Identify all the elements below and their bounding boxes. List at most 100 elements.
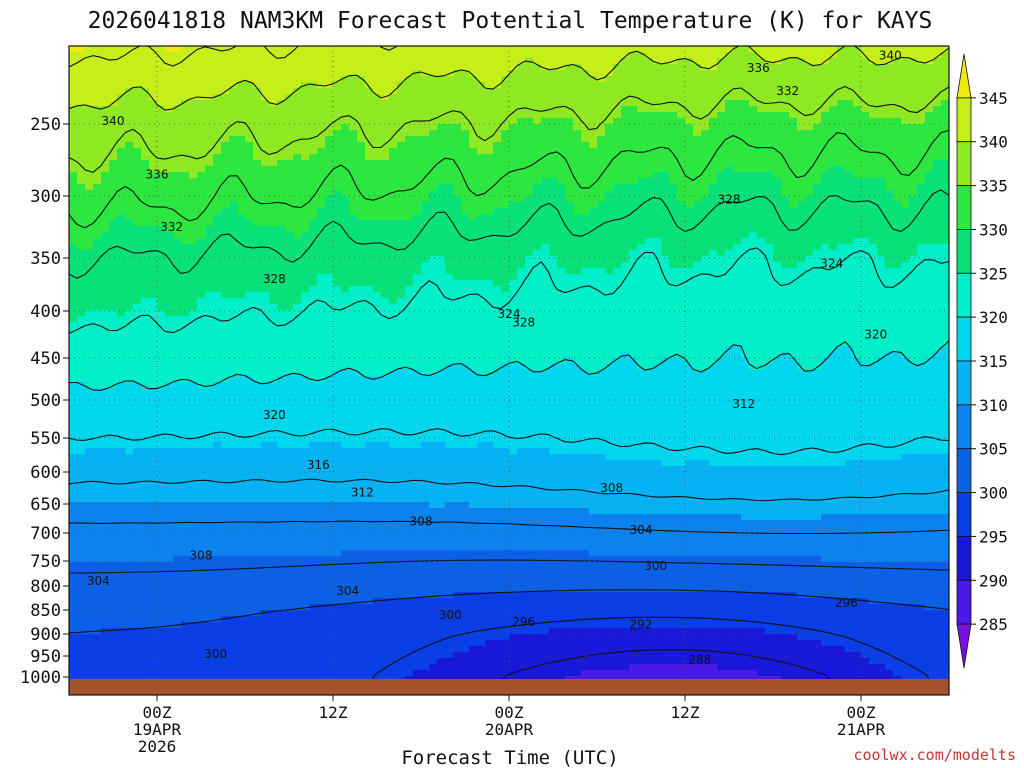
field-cell	[237, 670, 246, 677]
field-cell	[213, 508, 222, 515]
field-cell	[69, 376, 78, 383]
field-cell	[365, 484, 374, 491]
field-cell	[325, 448, 334, 455]
field-cell	[413, 70, 422, 77]
field-cell	[197, 574, 206, 581]
field-cell	[285, 262, 294, 269]
field-cell	[413, 358, 422, 365]
field-cell	[221, 118, 230, 125]
field-cell	[237, 304, 246, 311]
field-cell	[373, 394, 382, 401]
field-cell	[341, 292, 350, 299]
field-cell	[325, 604, 334, 611]
field-cell	[149, 64, 158, 71]
field-cell	[261, 286, 270, 293]
field-cell	[333, 484, 342, 491]
field-cell	[389, 442, 398, 449]
field-cell	[157, 364, 166, 371]
field-cell	[301, 178, 310, 185]
field-cell	[261, 352, 270, 359]
field-cell	[157, 130, 166, 137]
field-cell	[197, 316, 206, 323]
field-cell	[269, 226, 278, 233]
field-cell	[85, 202, 94, 209]
field-cell	[149, 556, 158, 563]
field-cell	[205, 214, 214, 221]
field-cell	[165, 466, 174, 473]
field-cell	[381, 148, 390, 155]
field-cell	[117, 574, 126, 581]
field-cell	[285, 556, 294, 563]
field-cell	[317, 244, 326, 251]
field-cell	[253, 184, 262, 191]
field-cell	[85, 88, 94, 95]
field-cell	[309, 208, 318, 215]
field-cell	[165, 484, 174, 491]
field-cell	[133, 604, 142, 611]
field-cell	[349, 346, 358, 353]
field-cell	[117, 454, 126, 461]
field-cell	[77, 448, 86, 455]
field-cell	[69, 508, 78, 515]
field-cell	[221, 220, 230, 227]
field-cell	[93, 388, 102, 395]
field-cell	[381, 208, 390, 215]
field-cell	[173, 436, 182, 443]
field-cell	[437, 148, 446, 155]
field-cell	[285, 124, 294, 131]
field-cell	[85, 106, 94, 113]
field-cell	[125, 628, 134, 635]
field-cell	[197, 592, 206, 599]
field-cell	[381, 526, 390, 533]
field-cell	[285, 118, 294, 125]
field-cell	[173, 496, 182, 503]
field-cell	[357, 544, 366, 551]
field-cell	[245, 250, 254, 257]
field-cell	[261, 262, 270, 269]
field-cell	[77, 250, 86, 257]
field-cell	[109, 148, 118, 155]
field-cell	[429, 520, 438, 527]
field-cell	[165, 214, 174, 221]
field-cell	[229, 562, 238, 569]
field-cell	[181, 148, 190, 155]
field-cell	[309, 46, 318, 53]
field-cell	[245, 136, 254, 143]
field-cell	[397, 220, 406, 227]
field-cell	[173, 628, 182, 635]
field-cell	[413, 148, 422, 155]
field-cell	[309, 568, 318, 575]
field-cell	[213, 382, 222, 389]
field-cell	[357, 628, 366, 635]
field-cell	[277, 154, 286, 161]
field-cell	[405, 610, 414, 617]
field-cell	[69, 262, 78, 269]
field-cell	[429, 148, 438, 155]
field-cell	[285, 178, 294, 185]
field-cell	[373, 124, 382, 131]
field-cell	[93, 424, 102, 431]
field-cell	[157, 82, 166, 89]
field-cell	[317, 496, 326, 503]
field-cell	[133, 676, 142, 680]
field-cell	[117, 436, 126, 443]
field-cell	[181, 256, 190, 263]
field-cell	[285, 238, 294, 245]
field-cell	[309, 652, 318, 659]
field-cell	[197, 454, 206, 461]
field-cell	[389, 562, 398, 569]
field-cell	[413, 586, 422, 593]
field-cell	[181, 64, 190, 71]
field-cell	[445, 130, 454, 137]
field-cell	[197, 52, 206, 59]
field-cell	[157, 316, 166, 323]
field-cell	[333, 202, 342, 209]
field-cell	[213, 292, 222, 299]
field-cell	[165, 544, 174, 551]
field-cell	[389, 112, 398, 119]
field-cell	[85, 364, 94, 371]
field-cell	[77, 202, 86, 209]
field-cell	[141, 220, 150, 227]
field-cell	[173, 154, 182, 161]
field-cell	[109, 124, 118, 131]
